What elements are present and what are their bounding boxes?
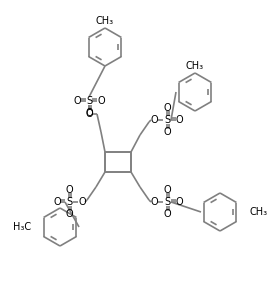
Text: O: O [85,108,93,118]
Text: O: O [163,127,171,137]
Text: CH₃: CH₃ [96,16,114,26]
Text: S: S [164,115,170,125]
Text: O: O [150,197,158,207]
Text: O: O [175,197,183,207]
Text: O: O [163,185,171,195]
Text: S: S [164,197,170,207]
Text: O: O [65,209,73,219]
Text: O: O [53,197,61,207]
Text: O: O [97,96,105,106]
Text: O: O [78,197,86,207]
Text: H₃C: H₃C [13,222,31,232]
Text: O: O [73,96,81,106]
Text: O: O [163,209,171,219]
Text: CH₃: CH₃ [186,61,204,71]
Text: O: O [175,115,183,125]
Text: O: O [163,103,171,113]
Text: S: S [86,96,92,106]
Text: O: O [150,115,158,125]
Text: O: O [85,109,93,119]
Text: O: O [65,185,73,195]
Text: S: S [66,197,72,207]
Text: CH₃: CH₃ [249,207,267,217]
